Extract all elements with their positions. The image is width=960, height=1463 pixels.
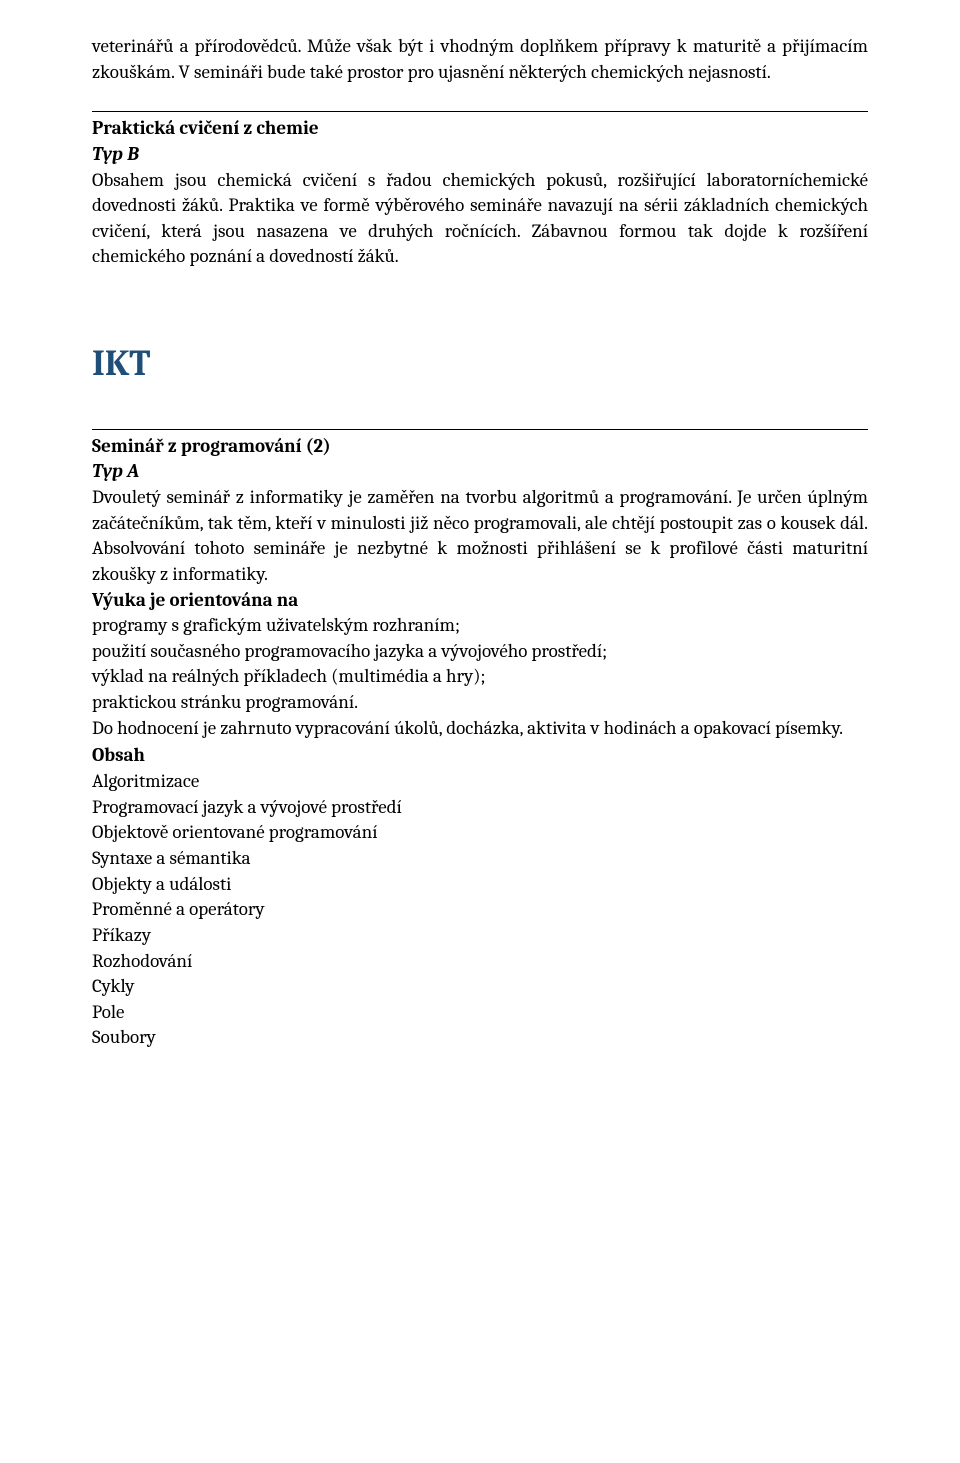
obsah-item: Příkazy bbox=[92, 923, 868, 949]
section2-bullet: použití současného programovacího jazyka… bbox=[92, 639, 868, 665]
obsah-item: Pole bbox=[92, 1000, 868, 1026]
section2-bullet: praktickou stránku programování. bbox=[92, 690, 868, 716]
section2-bullet: programy s grafickým uživatelským rozhra… bbox=[92, 613, 868, 639]
section1-title: Praktická cvičení z chemie bbox=[92, 116, 868, 142]
section-divider bbox=[92, 429, 868, 430]
section2-title: Seminář z programování (2) bbox=[92, 434, 868, 460]
section-divider bbox=[92, 111, 868, 112]
section2-obsah-title: Obsah bbox=[92, 743, 868, 769]
section2-bullet: výklad na reálných příkladech (multimédi… bbox=[92, 664, 868, 690]
section2-body2: Do hodnocení je zahrnuto vypracování úko… bbox=[92, 716, 868, 742]
section1-type: Typ B bbox=[92, 142, 868, 168]
document-page: veterinářů a přírodovědců. Může však být… bbox=[0, 0, 960, 1463]
section2-body1: Dvouletý seminář z informatiky je zaměře… bbox=[92, 485, 868, 588]
obsah-item: Cykly bbox=[92, 974, 868, 1000]
obsah-item: Objektově orientované programování bbox=[92, 820, 868, 846]
section1-body: Obsahem jsou chemická cvičení s řadou ch… bbox=[92, 168, 868, 271]
obsah-item: Syntaxe a sémantika bbox=[92, 846, 868, 872]
obsah-item: Proměnné a operátory bbox=[92, 897, 868, 923]
obsah-item: Objekty a události bbox=[92, 872, 868, 898]
intro-paragraph: veterinářů a přírodovědců. Může však být… bbox=[92, 34, 868, 85]
section2-subhead1: Výuka je orientována na bbox=[92, 588, 868, 614]
obsah-item: Rozhodování bbox=[92, 949, 868, 975]
obsah-item: Algoritmizace bbox=[92, 769, 868, 795]
section2-type: Typ A bbox=[92, 459, 868, 485]
main-heading-ikt: IKT bbox=[92, 340, 868, 389]
obsah-item: Soubory bbox=[92, 1025, 868, 1051]
obsah-item: Programovací jazyk a vývojové prostředí bbox=[92, 795, 868, 821]
